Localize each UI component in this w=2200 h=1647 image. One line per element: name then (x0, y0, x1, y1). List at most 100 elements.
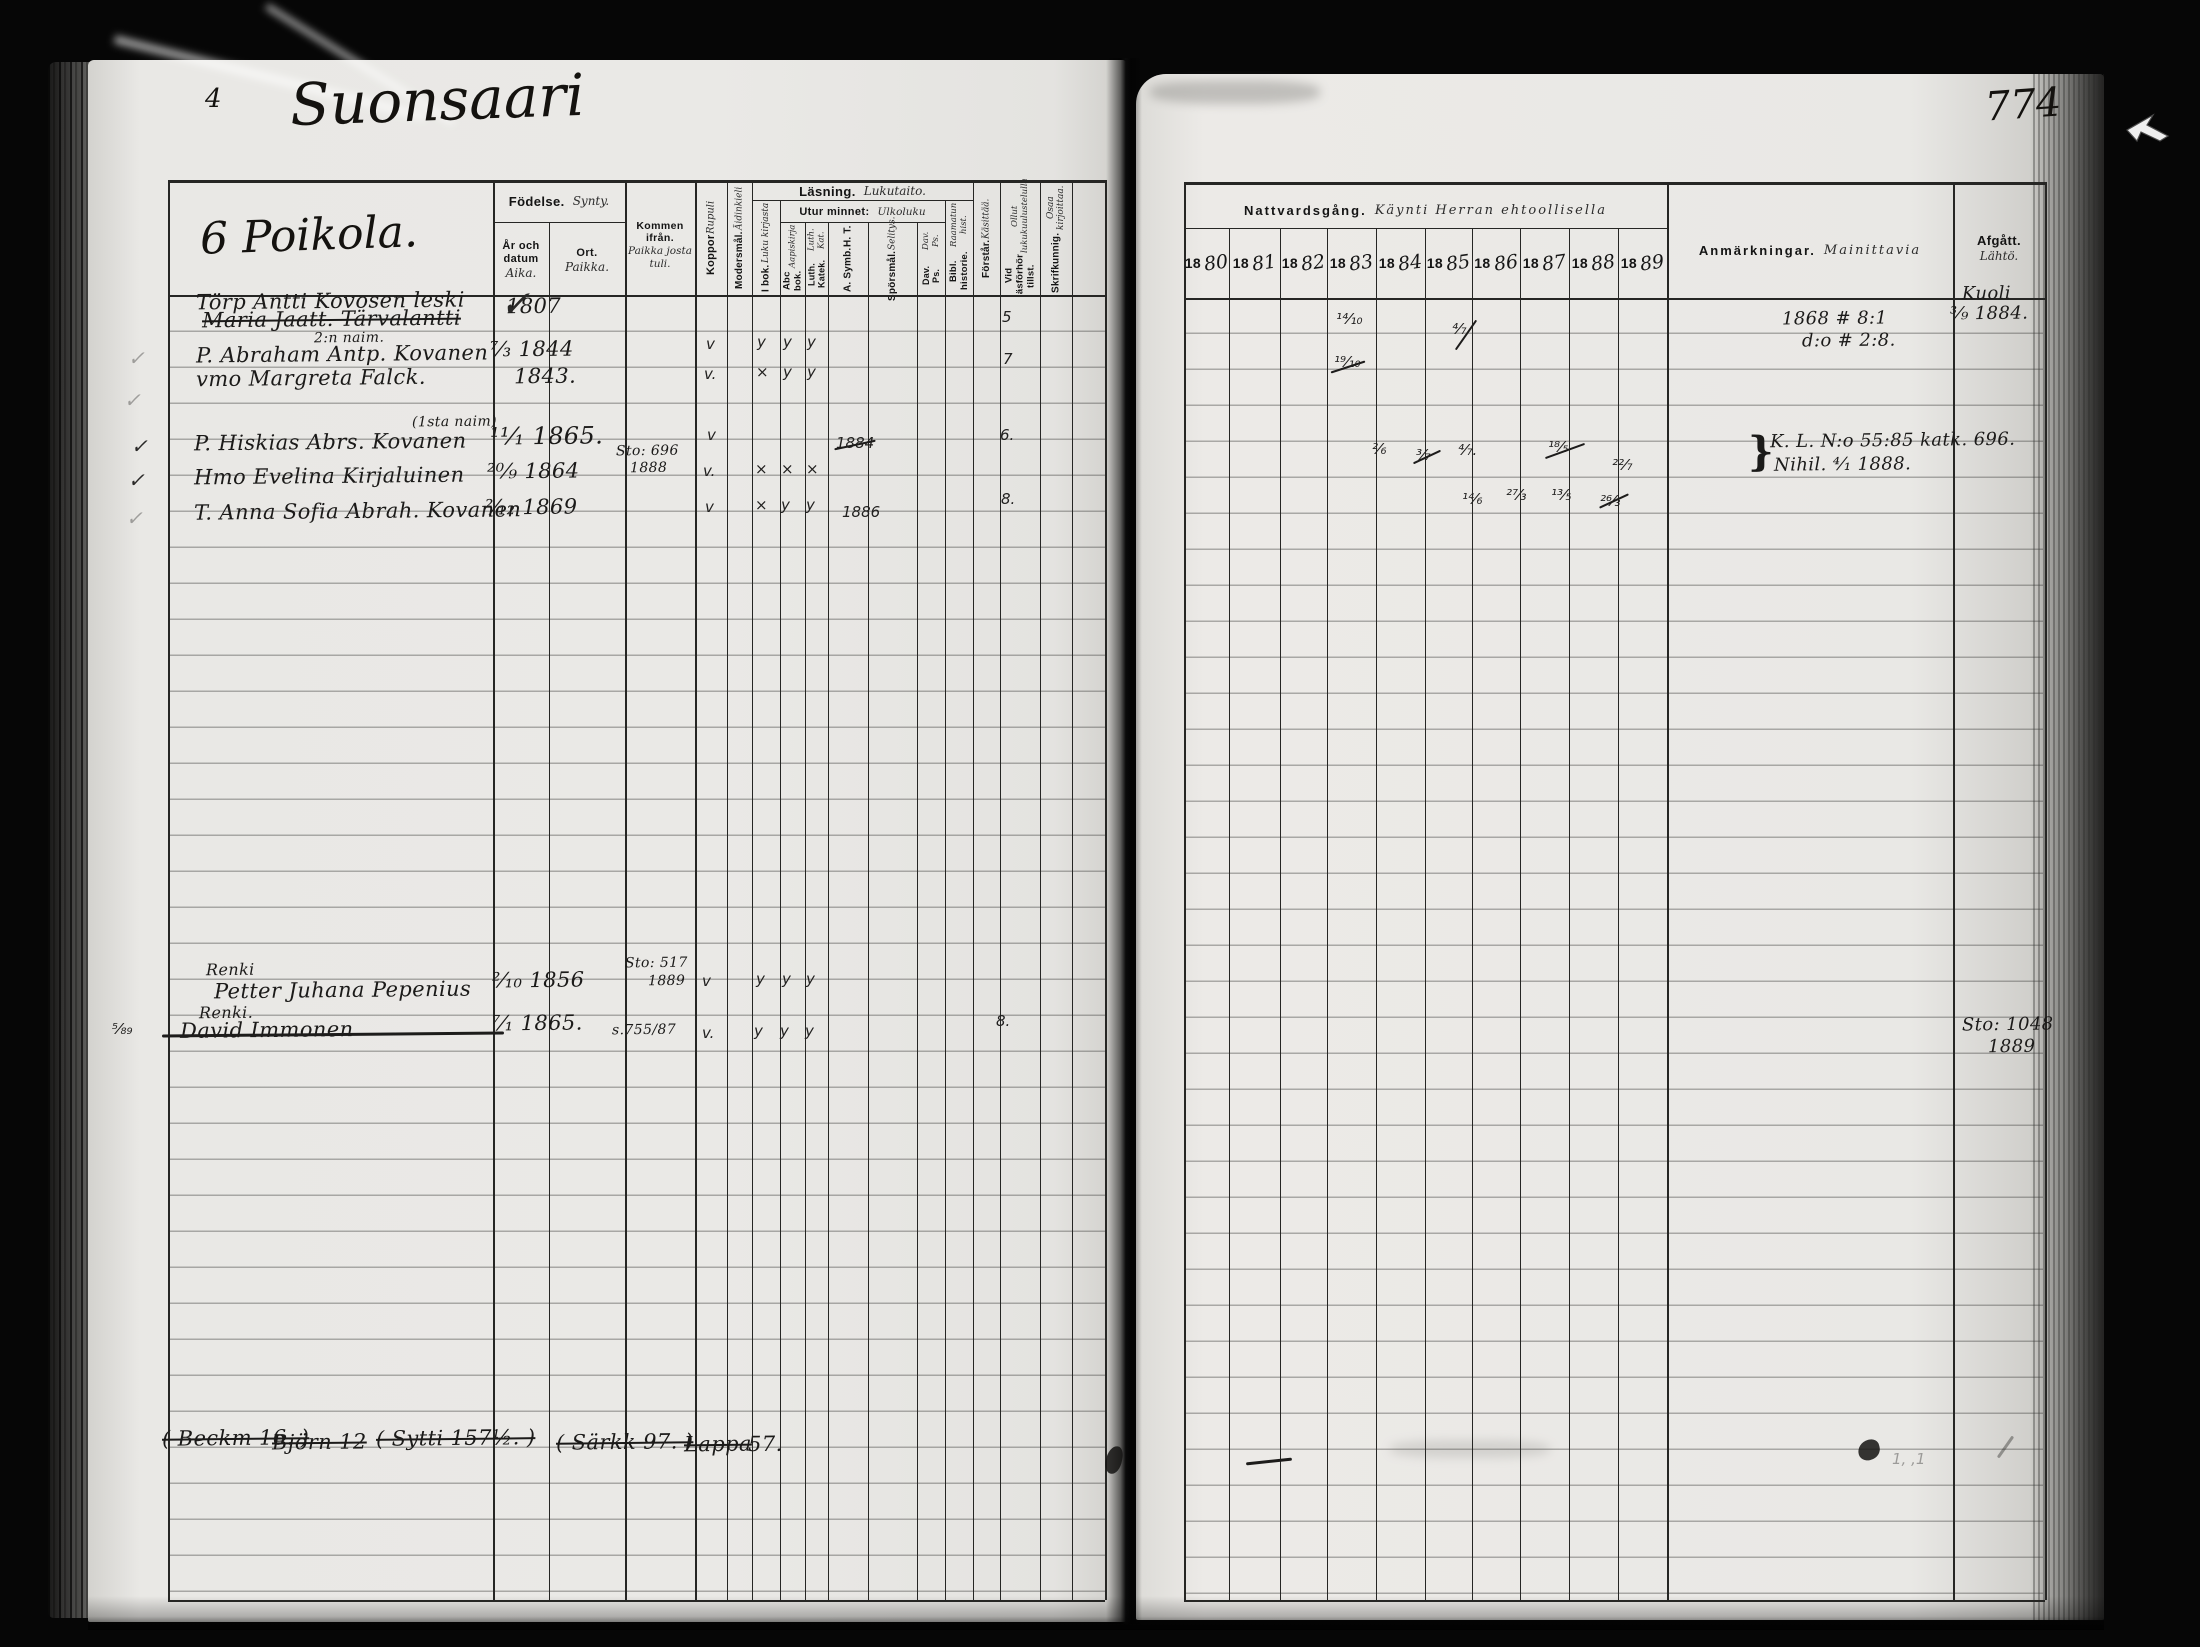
handwritten-mark: ⁴⁄₇ (1452, 320, 1467, 338)
handwritten-mark: Renki (205, 959, 255, 980)
header-can-write-sv: Skrifkunnig. (1050, 232, 1062, 293)
header-can-write: Skrifkunnig. Osaa kirjoittaa. (1040, 183, 1072, 293)
page-title: Suonsaari (288, 60, 586, 140)
header-birth-place-fi: Paikka. (564, 259, 610, 274)
header-david-psalms-sv: Dav. Ps. (921, 266, 941, 286)
communion-year-cell: 18 89 (1618, 232, 1667, 294)
table-line-horizontal (493, 222, 625, 224)
table-line-vertical (1280, 228, 1282, 1600)
handwritten-mark: ¹⁴⁄₁₀ (1336, 310, 1363, 328)
year-digits-handwritten: 80 (1202, 250, 1230, 276)
header-attended-exam-sv: Vid läsförhör tillst. (1003, 254, 1037, 298)
handwritten-mark: K. L. N:o 55:85 katk. 696. (1769, 428, 2016, 453)
communion-year-cell: 18 86 (1472, 232, 1520, 294)
handwritten-mark: s.755/87 (611, 1021, 677, 1039)
handwritten-mark: 1889 (647, 972, 686, 990)
handwritten-mark: 1888 (629, 459, 668, 477)
header-came-from: Kommen ifrån. Paikka josta tuli. (625, 210, 695, 280)
year-digits-handwritten: 87 (1540, 250, 1568, 276)
table-line-vertical (1667, 182, 1669, 1600)
header-abc-book-fi: Aapiskirja (787, 225, 798, 269)
table-line-vertical (1472, 228, 1474, 1600)
header-mother-tongue-sv: Modersmål. (734, 231, 745, 289)
handwritten-mark: v (707, 426, 716, 444)
header-reading-group-sv: Läsning. (799, 183, 856, 199)
handwritten-mark: Hmo Evelina Kirjaluinen (193, 462, 465, 490)
handwritten-mark: ✓ (128, 346, 145, 370)
table-line-vertical (1229, 228, 1231, 1600)
handwritten-mark: ¹⁴⁄₆ (1462, 490, 1483, 508)
communion-year-cell: 18 84 (1376, 232, 1425, 294)
handwritten-mark: v (706, 335, 715, 353)
right-page (1136, 74, 2104, 1620)
handwritten-mark: y (806, 496, 815, 514)
communion-year-cell: 18 85 (1425, 232, 1472, 294)
handwritten-mark: v. (703, 462, 716, 480)
communion-year-cell: 18 82 (1280, 232, 1327, 294)
header-birth-year-sv: År och datum (502, 239, 540, 265)
handwritten-mark: v (705, 498, 714, 516)
handwritten-mark: ²⁰⁄₉ 1864 (486, 458, 580, 484)
communion-year-cell: 18 88 (1569, 232, 1618, 294)
communion-year-cell: 18 83 (1327, 232, 1376, 294)
handwritten-mark: v. (704, 365, 717, 383)
table-line-vertical (805, 222, 807, 1600)
handwritten-mark: P. Abraham Antp. Kovanen (195, 340, 489, 368)
handwritten-mark: David Immonen (179, 1017, 354, 1043)
header-in-book-fi: Luku kirjasta (761, 203, 771, 264)
table-line-horizontal (168, 180, 1105, 183)
handwritten-mark: v. (702, 1024, 715, 1042)
handwritten-mark: d:o # 2:8. (1801, 329, 1896, 352)
handwritten-mark: 1889 (1987, 1035, 2036, 1058)
handwritten-mark: 1843. (513, 363, 577, 389)
table-line-horizontal (1184, 228, 1667, 230)
table-line-vertical (549, 222, 551, 1600)
header-remarks: Anmärkningar. Mainittavia (1667, 225, 1953, 275)
header-luth-catechism-sv: Luth. Katek. (806, 260, 827, 289)
header-communion-group-fi: Käynti Herran ehtoollisella (1374, 202, 1607, 218)
handwritten-mark: ⁷⁄₁ 1865. (491, 1010, 583, 1036)
table-line-horizontal (752, 200, 973, 202)
page-number: 774 (1983, 79, 2063, 131)
table-line-horizontal (1184, 298, 2045, 300)
handwritten-mark: ²²⁄₇ (1612, 456, 1633, 474)
table-line-vertical (1520, 228, 1522, 1600)
header-departed-sv: Afgått. (1977, 233, 2021, 248)
handwritten-mark: 8. (1001, 490, 1016, 508)
handwritten-mark: y (782, 970, 791, 988)
handwritten-mark: ✓ (128, 468, 145, 492)
handwritten-mark: ²⁄₆ (1372, 440, 1387, 458)
handwritten-mark: ²⁷⁄₃ (1506, 486, 1527, 504)
village-label: 6 Poikola. (199, 206, 419, 265)
mouse-cursor (2126, 110, 2172, 157)
header-birth-place: Ort. Paikka. (549, 232, 625, 288)
handwritten-mark: vmo Margreta Falck. (195, 364, 426, 392)
table-line-vertical (945, 200, 947, 1600)
header-understands-sv: Förstår. (981, 239, 992, 278)
handwritten-mark: 57. (747, 1431, 783, 1457)
year-prefix-printed: 18 (1281, 255, 1299, 271)
year-digits-handwritten: 82 (1299, 250, 1327, 276)
table-line-vertical (493, 180, 495, 1600)
header-understands-fi: Käsittää. (981, 198, 992, 239)
header-smallpox-sv: Koppor (705, 234, 717, 276)
header-in-book: I bok. Luku kirjasta (752, 202, 780, 293)
year-prefix-printed: 18 (1232, 255, 1250, 271)
table-line-vertical (1376, 228, 1378, 1600)
year-digits-handwritten: 85 (1444, 250, 1472, 276)
table-line-vertical (1953, 182, 1955, 1600)
communion-year-cell: 18 81 (1229, 232, 1280, 294)
header-birth-place-sv: Ort. (576, 246, 598, 259)
header-smallpox-fi: Rupuli (705, 200, 717, 234)
handwritten-mark: ¹³⁄₅ (1551, 486, 1572, 504)
header-remarks-fi: Mainittavia (1823, 242, 1922, 258)
handwritten-mark: Sto: 517 (624, 954, 688, 972)
table-line-vertical (1040, 180, 1042, 1600)
handwritten-mark: 8. (996, 1012, 1011, 1030)
year-digits-handwritten: 83 (1347, 250, 1375, 276)
communion-year-cell: 18 80 (1184, 232, 1230, 294)
year-prefix-printed: 18 (1474, 255, 1491, 271)
header-memory-group-fi: Ulkoluku (877, 206, 926, 218)
handwritten-mark: ²⁄₁₀ 1856 (491, 967, 585, 993)
handwritten-mark: y (807, 363, 816, 381)
